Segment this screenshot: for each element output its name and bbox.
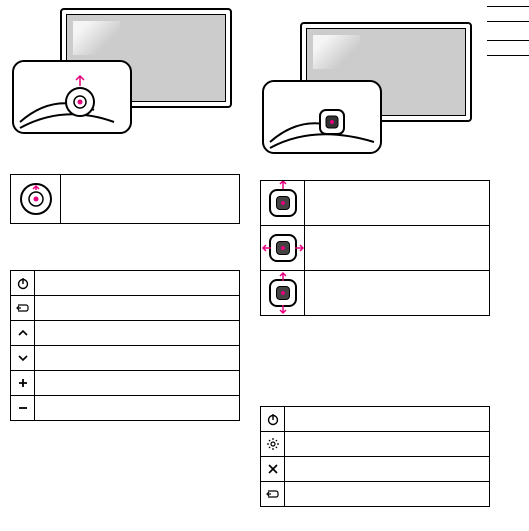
table-row [261,481,489,506]
hand-press-illustration [14,62,134,136]
table-row [11,175,239,223]
row-desc [35,271,239,295]
row-desc [35,371,239,395]
table-row [11,395,239,420]
edge-tab [487,6,529,22]
row-desc [305,226,489,270]
basic-functions-table [10,270,240,421]
row-desc [35,346,239,370]
hand-joystick-illustration [264,82,384,156]
joystick-press-icon [261,181,305,225]
button-callout [12,60,132,134]
left-column [10,0,240,421]
joystick-updown-icon [261,271,305,315]
table-row [11,370,239,395]
table-row [261,181,489,225]
row-desc [285,457,489,481]
minus-icon [11,396,35,420]
table-row [11,320,239,345]
joystick-leftright-icon [261,226,305,270]
edge-tab [487,40,529,56]
tv-illustration-right [260,0,490,174]
edge-tabs [487,6,529,74]
table-row [261,431,489,456]
gear-icon [261,432,285,456]
input-icon [261,482,285,506]
table-row [11,295,239,320]
joystick-actions-table [260,180,490,316]
row-desc [305,181,489,225]
chevron-up-icon [11,321,35,345]
row-desc [285,432,489,456]
table-row [261,270,489,315]
row-desc [305,271,489,315]
power-icon [261,407,285,431]
round-button-icon [19,182,53,216]
table-row [11,271,239,295]
row-desc [35,321,239,345]
table-row [261,456,489,481]
plus-icon [11,371,35,395]
input-icon [11,296,35,320]
close-icon [261,457,285,481]
menu-functions-table [260,406,490,507]
power-button-desc [61,175,239,223]
power-button-icon-cell [11,175,61,223]
row-desc [35,396,239,420]
right-column [260,0,490,507]
row-desc [285,482,489,506]
row-desc [35,296,239,320]
table-row [261,407,489,431]
power-button-table [10,174,240,224]
table-row [261,225,489,270]
power-icon [11,271,35,295]
chevron-down-icon [11,346,35,370]
row-desc [285,407,489,431]
joystick-callout [262,80,382,154]
table-row [11,345,239,370]
tv-illustration-left [10,0,240,160]
